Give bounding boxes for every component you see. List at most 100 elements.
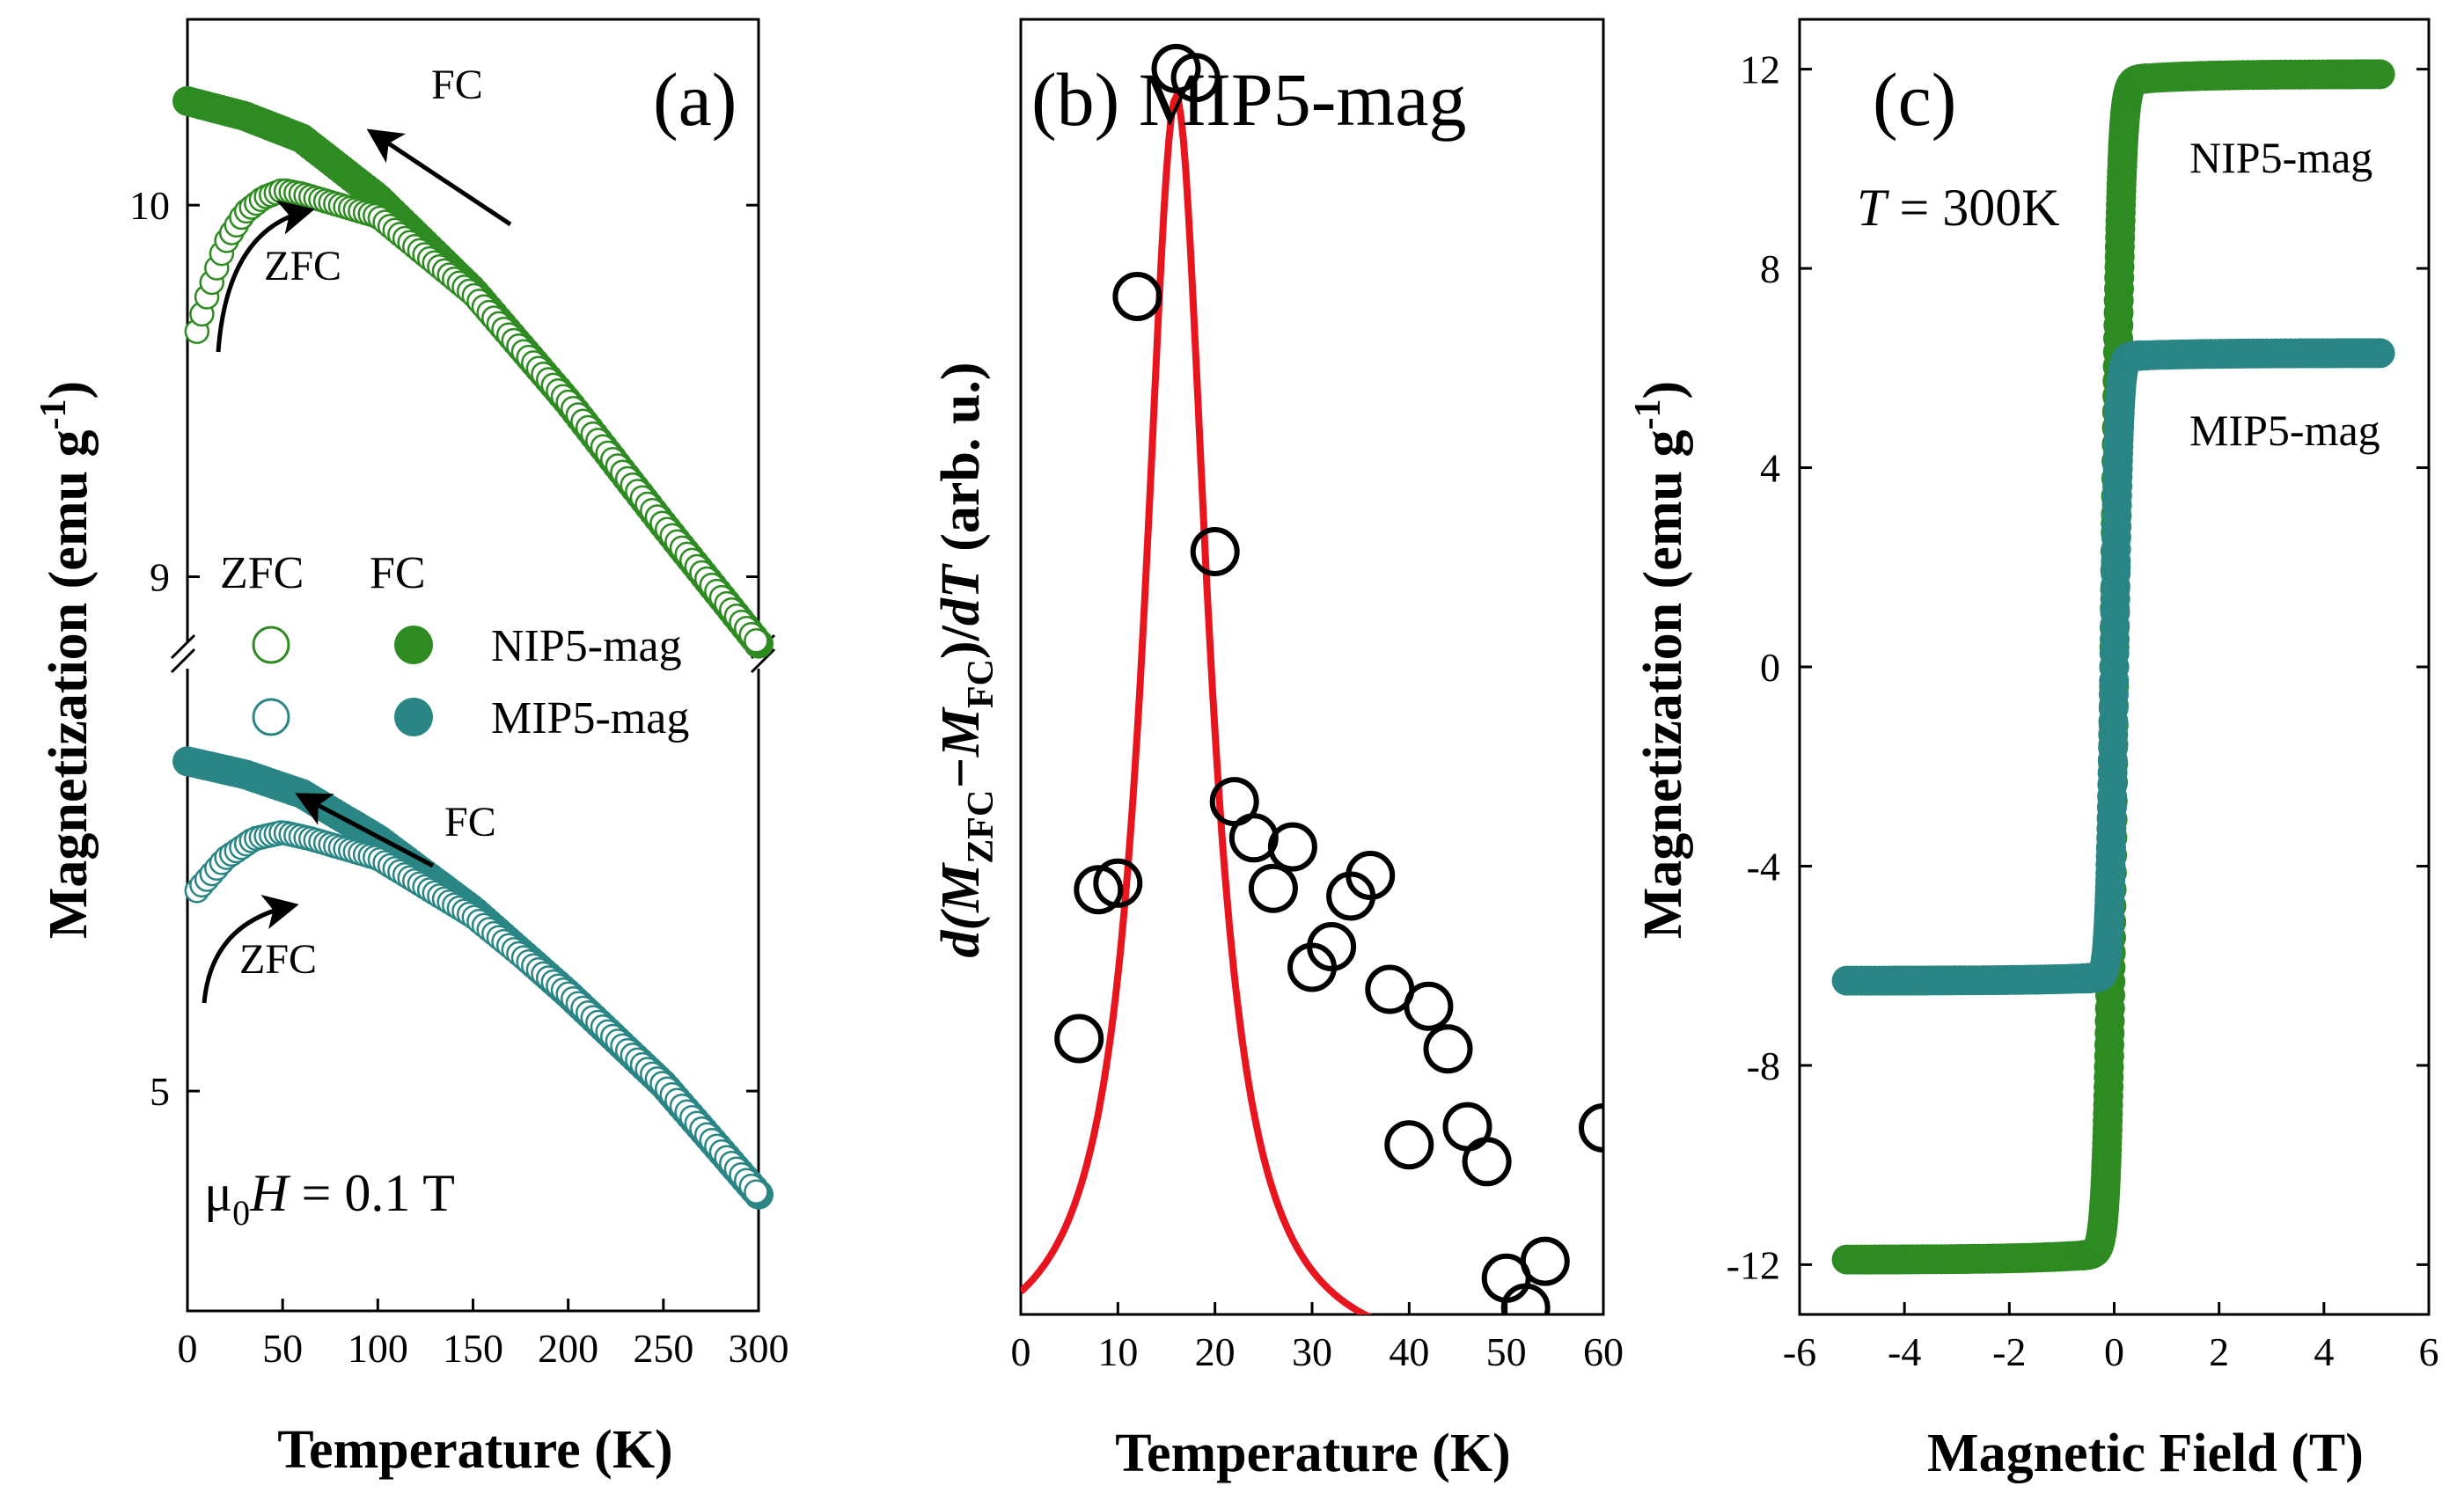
annotation-zfc-mip5: ZFC bbox=[239, 936, 317, 983]
field-note-prefix: μ bbox=[204, 1164, 232, 1222]
panel-c-ytick-label: 8 bbox=[1760, 246, 1780, 291]
panel-c-tag: (c) bbox=[1873, 57, 1956, 142]
panel-c-marks bbox=[1831, 59, 2395, 1275]
data-point bbox=[1054, 1014, 1104, 1064]
data-point-MIP5-mag-zfc bbox=[744, 1179, 769, 1204]
legend-nip5-label: NIP5-mag bbox=[491, 621, 682, 671]
panel-c-ytick-label: -4 bbox=[1747, 844, 1780, 889]
panel-b-xtick-label: 10 bbox=[1097, 1329, 1138, 1374]
panel-a-ylabel-prefix: Magnetization (emu g bbox=[39, 430, 99, 940]
fit-curve bbox=[1021, 89, 1373, 1314]
panel-b-ylabel-sub1: ZFC bbox=[961, 790, 1001, 864]
data-point bbox=[1500, 1283, 1551, 1314]
data-point-MIP5-mag bbox=[2365, 338, 2395, 369]
data-point bbox=[1248, 863, 1298, 913]
panel-a-marks bbox=[172, 85, 774, 1210]
arrow-fc-mip5 bbox=[295, 793, 435, 868]
panel-a: 0 50 100 150 200 250 300 9 10 5 (a) FC ZFC FC ZFC… bbox=[33, 18, 789, 1480]
data-point bbox=[1190, 527, 1240, 576]
panel-c-xtick-label: -4 bbox=[1888, 1329, 1921, 1374]
annotation-fc-nip5: FC bbox=[431, 62, 483, 108]
panel-c-xtick-label: 4 bbox=[2314, 1329, 2334, 1374]
panel-b-ylabel-d: d bbox=[931, 930, 991, 958]
panel-a-ytick-label: 9 bbox=[150, 555, 170, 600]
panel-b-axes-box bbox=[1019, 18, 1605, 1316]
panel-a-xtick-label: 250 bbox=[633, 1326, 693, 1371]
data-point bbox=[1346, 851, 1396, 900]
panel-b-ylabel-m2: −M bbox=[931, 706, 991, 790]
field-note-sub: 0 bbox=[232, 1193, 250, 1233]
panel-b-xtick-label: 30 bbox=[1292, 1329, 1332, 1374]
data-point bbox=[1267, 822, 1317, 872]
data-point bbox=[1307, 922, 1357, 971]
panel-c: -6 -4 -2 0 2 4 6 -12 -8 -4 0 4 8 12 (c) T = 300K NIP5… bbox=[1628, 18, 2439, 1483]
panel-a-ylabel-sup: -1 bbox=[33, 399, 74, 430]
panel-c-ytick-label: -8 bbox=[1747, 1043, 1780, 1088]
panel-b-ylabel-dt: dT bbox=[931, 563, 991, 626]
data-point-NIP5-mag-zfc bbox=[744, 628, 769, 654]
panel-a-ylabel: Magnetization (emu g-1) bbox=[33, 381, 99, 939]
arrow-zfc-nip5 bbox=[216, 200, 315, 353]
data-point bbox=[1520, 1236, 1570, 1286]
series-label-nip5: NIP5-mag bbox=[2189, 133, 2372, 182]
panel-c-xtick-label: -2 bbox=[1992, 1329, 2026, 1374]
data-point bbox=[1093, 858, 1143, 908]
panel-b-xtick-label: 60 bbox=[1583, 1329, 1624, 1374]
panel-a-xtick-label: 200 bbox=[538, 1326, 598, 1371]
panel-a-ticks: 0 50 100 150 200 250 300 9 10 5 bbox=[129, 183, 789, 1371]
data-point bbox=[1404, 981, 1454, 1031]
data-point bbox=[1170, 53, 1221, 103]
legend-mip5-zfc-marker bbox=[252, 698, 290, 736]
panel-c-ylabel-prefix: Magnetization (emu g bbox=[1633, 430, 1693, 940]
data-point-NIP5-mag bbox=[2365, 59, 2395, 90]
panel-c-xtick-label: 0 bbox=[2104, 1329, 2124, 1374]
data-point bbox=[1074, 865, 1124, 915]
panel-b-xlabel: Temperature (K) bbox=[1115, 1424, 1510, 1483]
panel-b-ticks: 0 10 20 30 40 50 60 bbox=[1011, 1302, 1624, 1374]
panel-b-frame bbox=[1019, 18, 1605, 1316]
field-note-var: H bbox=[249, 1164, 291, 1222]
panel-a-tag: (a) bbox=[653, 57, 737, 142]
panel-b-xtick-label: 40 bbox=[1389, 1329, 1429, 1374]
legend-nip5-zfc-marker bbox=[252, 626, 290, 664]
legend-header-zfc: ZFC bbox=[220, 548, 304, 598]
panel-a-xtick-label: 0 bbox=[178, 1326, 198, 1371]
panel-c-ytick-label: -12 bbox=[1727, 1242, 1780, 1287]
data-point bbox=[1112, 272, 1162, 321]
data-point-MIP5-mag bbox=[2130, 340, 2160, 370]
axis-break-mark bbox=[170, 633, 196, 660]
panel-c-ylabel-sup: -1 bbox=[1628, 399, 1668, 430]
panel-c-xlabel: Magnetic Field (T) bbox=[1927, 1424, 2364, 1483]
panel-a-xtick-label: 100 bbox=[348, 1326, 408, 1371]
annotation-fc-mip5: FC bbox=[444, 799, 496, 846]
panel-c-xtick-label: -6 bbox=[1783, 1329, 1816, 1374]
annotation-zfc-nip5: ZFC bbox=[264, 243, 341, 289]
panel-c-ylabel-suffix: ) bbox=[1633, 381, 1693, 399]
series-label-mip5: MIP5-mag bbox=[2189, 406, 2380, 455]
data-point bbox=[1384, 1120, 1434, 1170]
panel-b-tag: (b) MIP5-mag bbox=[1031, 57, 1466, 142]
temperature-note-var: T bbox=[1857, 179, 1889, 237]
arrow-zfc-mip5 bbox=[202, 894, 299, 1004]
panel-c-xtick-label: 2 bbox=[2209, 1329, 2229, 1374]
panel-a-xtick-label: 50 bbox=[262, 1326, 303, 1371]
axis-break-mark bbox=[750, 648, 776, 674]
data-point-NIP5-mag bbox=[2130, 63, 2160, 94]
data-point bbox=[1423, 1024, 1473, 1074]
legend-mip5-label: MIP5-mag bbox=[491, 693, 689, 743]
panel-a-xtick-label: 150 bbox=[443, 1326, 503, 1371]
temperature-note: T = 300K bbox=[1857, 179, 2060, 237]
panel-b-ylabel-m1: (M bbox=[931, 862, 991, 931]
arrow-fc-nip5 bbox=[366, 128, 512, 227]
field-note: μ0H = 0.1 T bbox=[204, 1164, 455, 1233]
data-point bbox=[1228, 813, 1279, 863]
panel-b-marks bbox=[1021, 43, 1603, 1314]
panel-b: 0 10 20 30 40 50 60 (b) MIP5-mag Temperature (… bbox=[931, 18, 1624, 1483]
panel-b-xtick-label: 0 bbox=[1011, 1329, 1031, 1374]
temperature-note-value: = 300K bbox=[1886, 179, 2059, 237]
panel-a-ytick-label: 5 bbox=[150, 1069, 170, 1114]
panel-b-ylabel-slash: )/ bbox=[931, 625, 991, 659]
axis-break-mark bbox=[170, 648, 196, 674]
panel-c-ylabel: Magnetization (emu g-1) bbox=[1628, 381, 1693, 939]
